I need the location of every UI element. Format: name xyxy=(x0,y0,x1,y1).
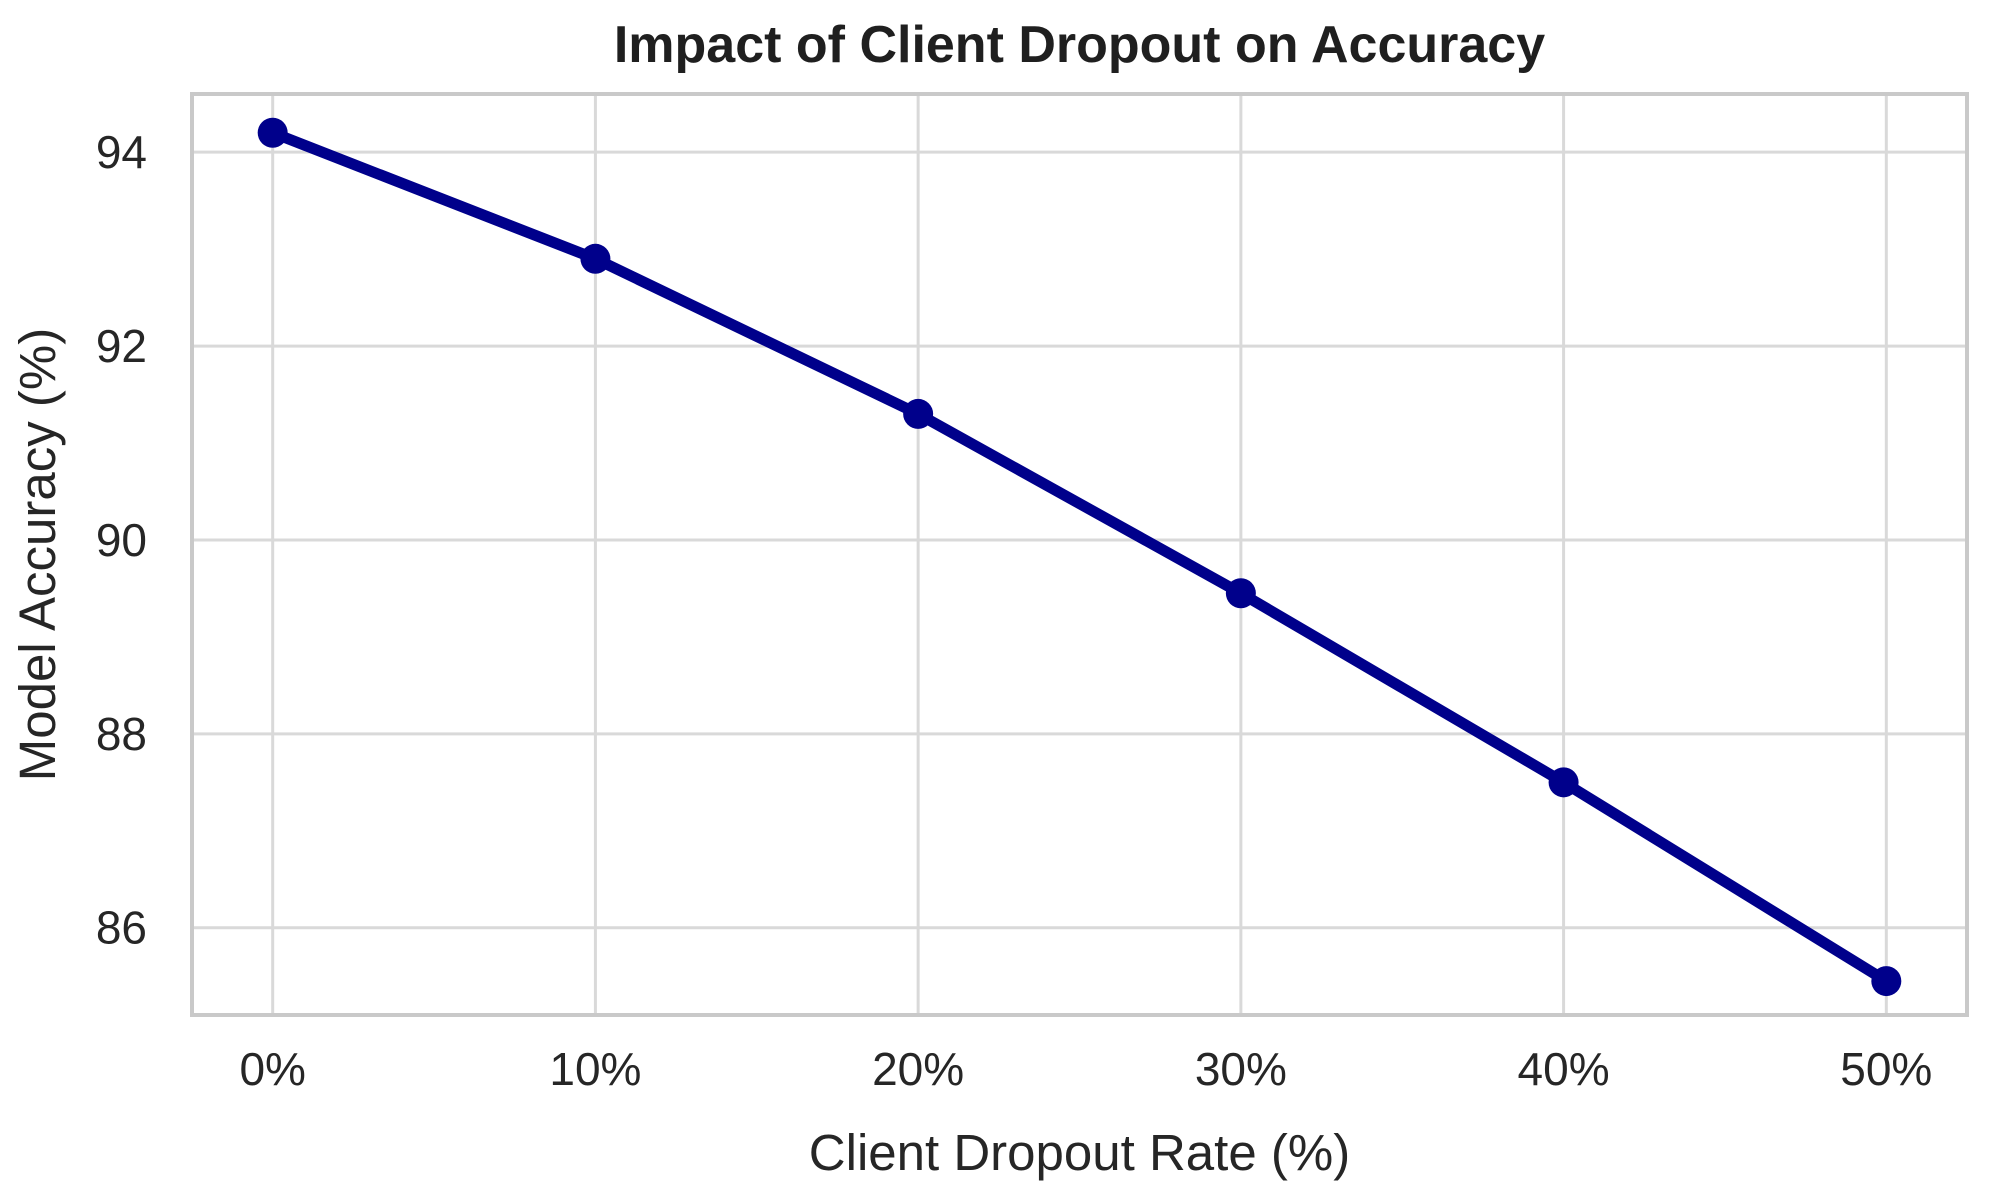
x-axis-label: Client Dropout Rate (%) xyxy=(809,1124,1350,1181)
data-series-layer xyxy=(257,117,1902,997)
data-point-marker xyxy=(903,398,934,429)
x-tick-label: 50% xyxy=(1840,1043,1932,1095)
y-tick-label: 86 xyxy=(96,902,147,954)
chart-title: Impact of Client Dropout on Accuracy xyxy=(614,16,1545,74)
y-axis-label: Model Accuracy (%) xyxy=(9,328,66,781)
data-point-marker xyxy=(580,243,611,274)
y-tick-label: 92 xyxy=(96,320,147,372)
x-tick-label: 20% xyxy=(872,1043,964,1095)
y-tick-label: 90 xyxy=(96,514,147,566)
x-tick-label: 30% xyxy=(1195,1043,1287,1095)
data-point-marker xyxy=(1225,578,1256,609)
data-point-marker xyxy=(257,117,288,148)
x-tick-label: 0% xyxy=(239,1043,305,1095)
data-point-marker xyxy=(1548,767,1579,798)
tick-labels-layer: 0% 10% 20% 30% 40% 50% 86 88 90 92 94 xyxy=(96,126,1933,1095)
plot-frame xyxy=(190,92,1969,1017)
x-tick-label: 10% xyxy=(549,1043,641,1095)
plot-frame-layer xyxy=(190,92,1969,1017)
series-line xyxy=(267,127,1892,987)
data-point-marker xyxy=(1871,966,1902,997)
x-tick-label: 40% xyxy=(1518,1043,1610,1095)
gridlines-layer xyxy=(192,94,1967,1015)
y-tick-label: 94 xyxy=(96,126,147,178)
y-tick-label: 88 xyxy=(96,708,147,760)
